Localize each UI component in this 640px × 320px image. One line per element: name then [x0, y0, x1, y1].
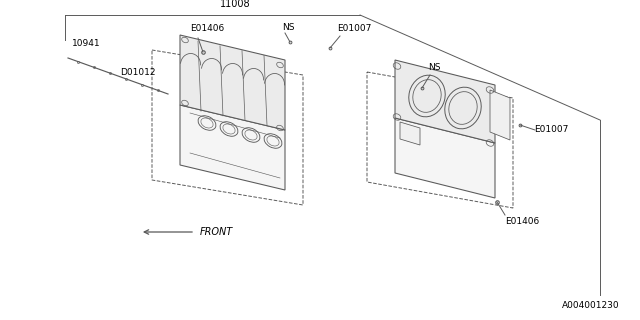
Text: NS: NS [428, 63, 440, 72]
Polygon shape [395, 118, 495, 198]
Text: FRONT: FRONT [200, 227, 233, 237]
Polygon shape [180, 35, 285, 130]
Text: E01007: E01007 [534, 125, 568, 134]
Polygon shape [395, 60, 495, 143]
Text: E01007: E01007 [337, 24, 371, 33]
Polygon shape [400, 122, 420, 145]
Text: 11008: 11008 [220, 0, 250, 9]
Text: A004001230: A004001230 [563, 301, 620, 310]
Text: E01406: E01406 [505, 217, 540, 226]
Polygon shape [180, 105, 285, 190]
Text: D01012: D01012 [120, 68, 156, 77]
Text: E01406: E01406 [190, 24, 224, 33]
Text: 10941: 10941 [72, 39, 100, 48]
Text: NS: NS [282, 23, 294, 32]
Polygon shape [490, 90, 510, 140]
